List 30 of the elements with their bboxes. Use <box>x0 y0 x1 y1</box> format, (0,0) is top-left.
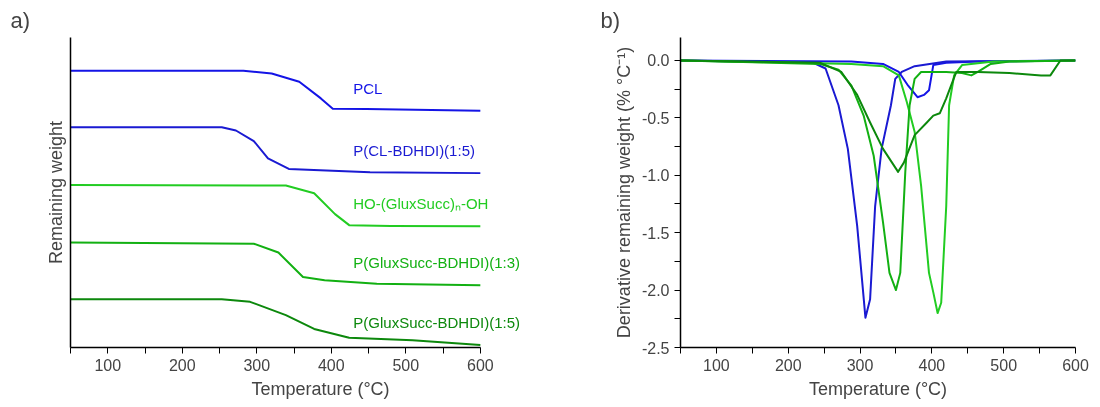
x-tick-label: 300 <box>243 356 271 374</box>
y-axis-title: Derivative remaining weight (% °C⁻¹) <box>613 46 634 339</box>
y-tick-label: -0.5 <box>641 109 670 127</box>
x-tick-label: 400 <box>317 356 345 374</box>
y-tick-label: -1.0 <box>641 167 670 185</box>
x-tick-label: 400 <box>918 356 946 374</box>
text: a) <box>10 7 31 33</box>
x-tick-label: 100 <box>703 356 730 374</box>
y-tick-label: 0.0 <box>647 52 670 70</box>
series-label: HO-(GluxSucc)ₙ-OH <box>353 195 489 213</box>
x-tick-label: 500 <box>990 356 1018 374</box>
x-tick-label: 500 <box>392 356 420 374</box>
x-tick-label: 200 <box>168 356 196 374</box>
y-tick-label: -2.5 <box>641 339 670 357</box>
series-label: PCL <box>353 79 383 97</box>
y-axis-title: Remaining weight <box>45 120 66 265</box>
x-axis-title: Temperature (°C) <box>251 378 390 399</box>
line-series <box>680 59 1076 173</box>
x-tick-label: 600 <box>1062 356 1089 374</box>
text: b) <box>600 7 621 33</box>
x-tick-label: 200 <box>774 356 802 374</box>
x-tick-label: 300 <box>846 356 874 374</box>
x-axis-title: Temperature (°C) <box>808 378 948 399</box>
y-tick-label: -2.0 <box>641 282 670 300</box>
y-tick-label: -1.5 <box>641 224 670 242</box>
series-label: P(GluxSucc-BDHDI)(1:3) <box>353 254 520 272</box>
series-label: P(CL-BDHDI)(1:5) <box>353 142 475 160</box>
x-tick-label: 100 <box>94 356 122 374</box>
x-tick-label: 600 <box>466 356 494 374</box>
series-label: P(GluxSucc-BDHDI)(1:5) <box>353 314 520 332</box>
